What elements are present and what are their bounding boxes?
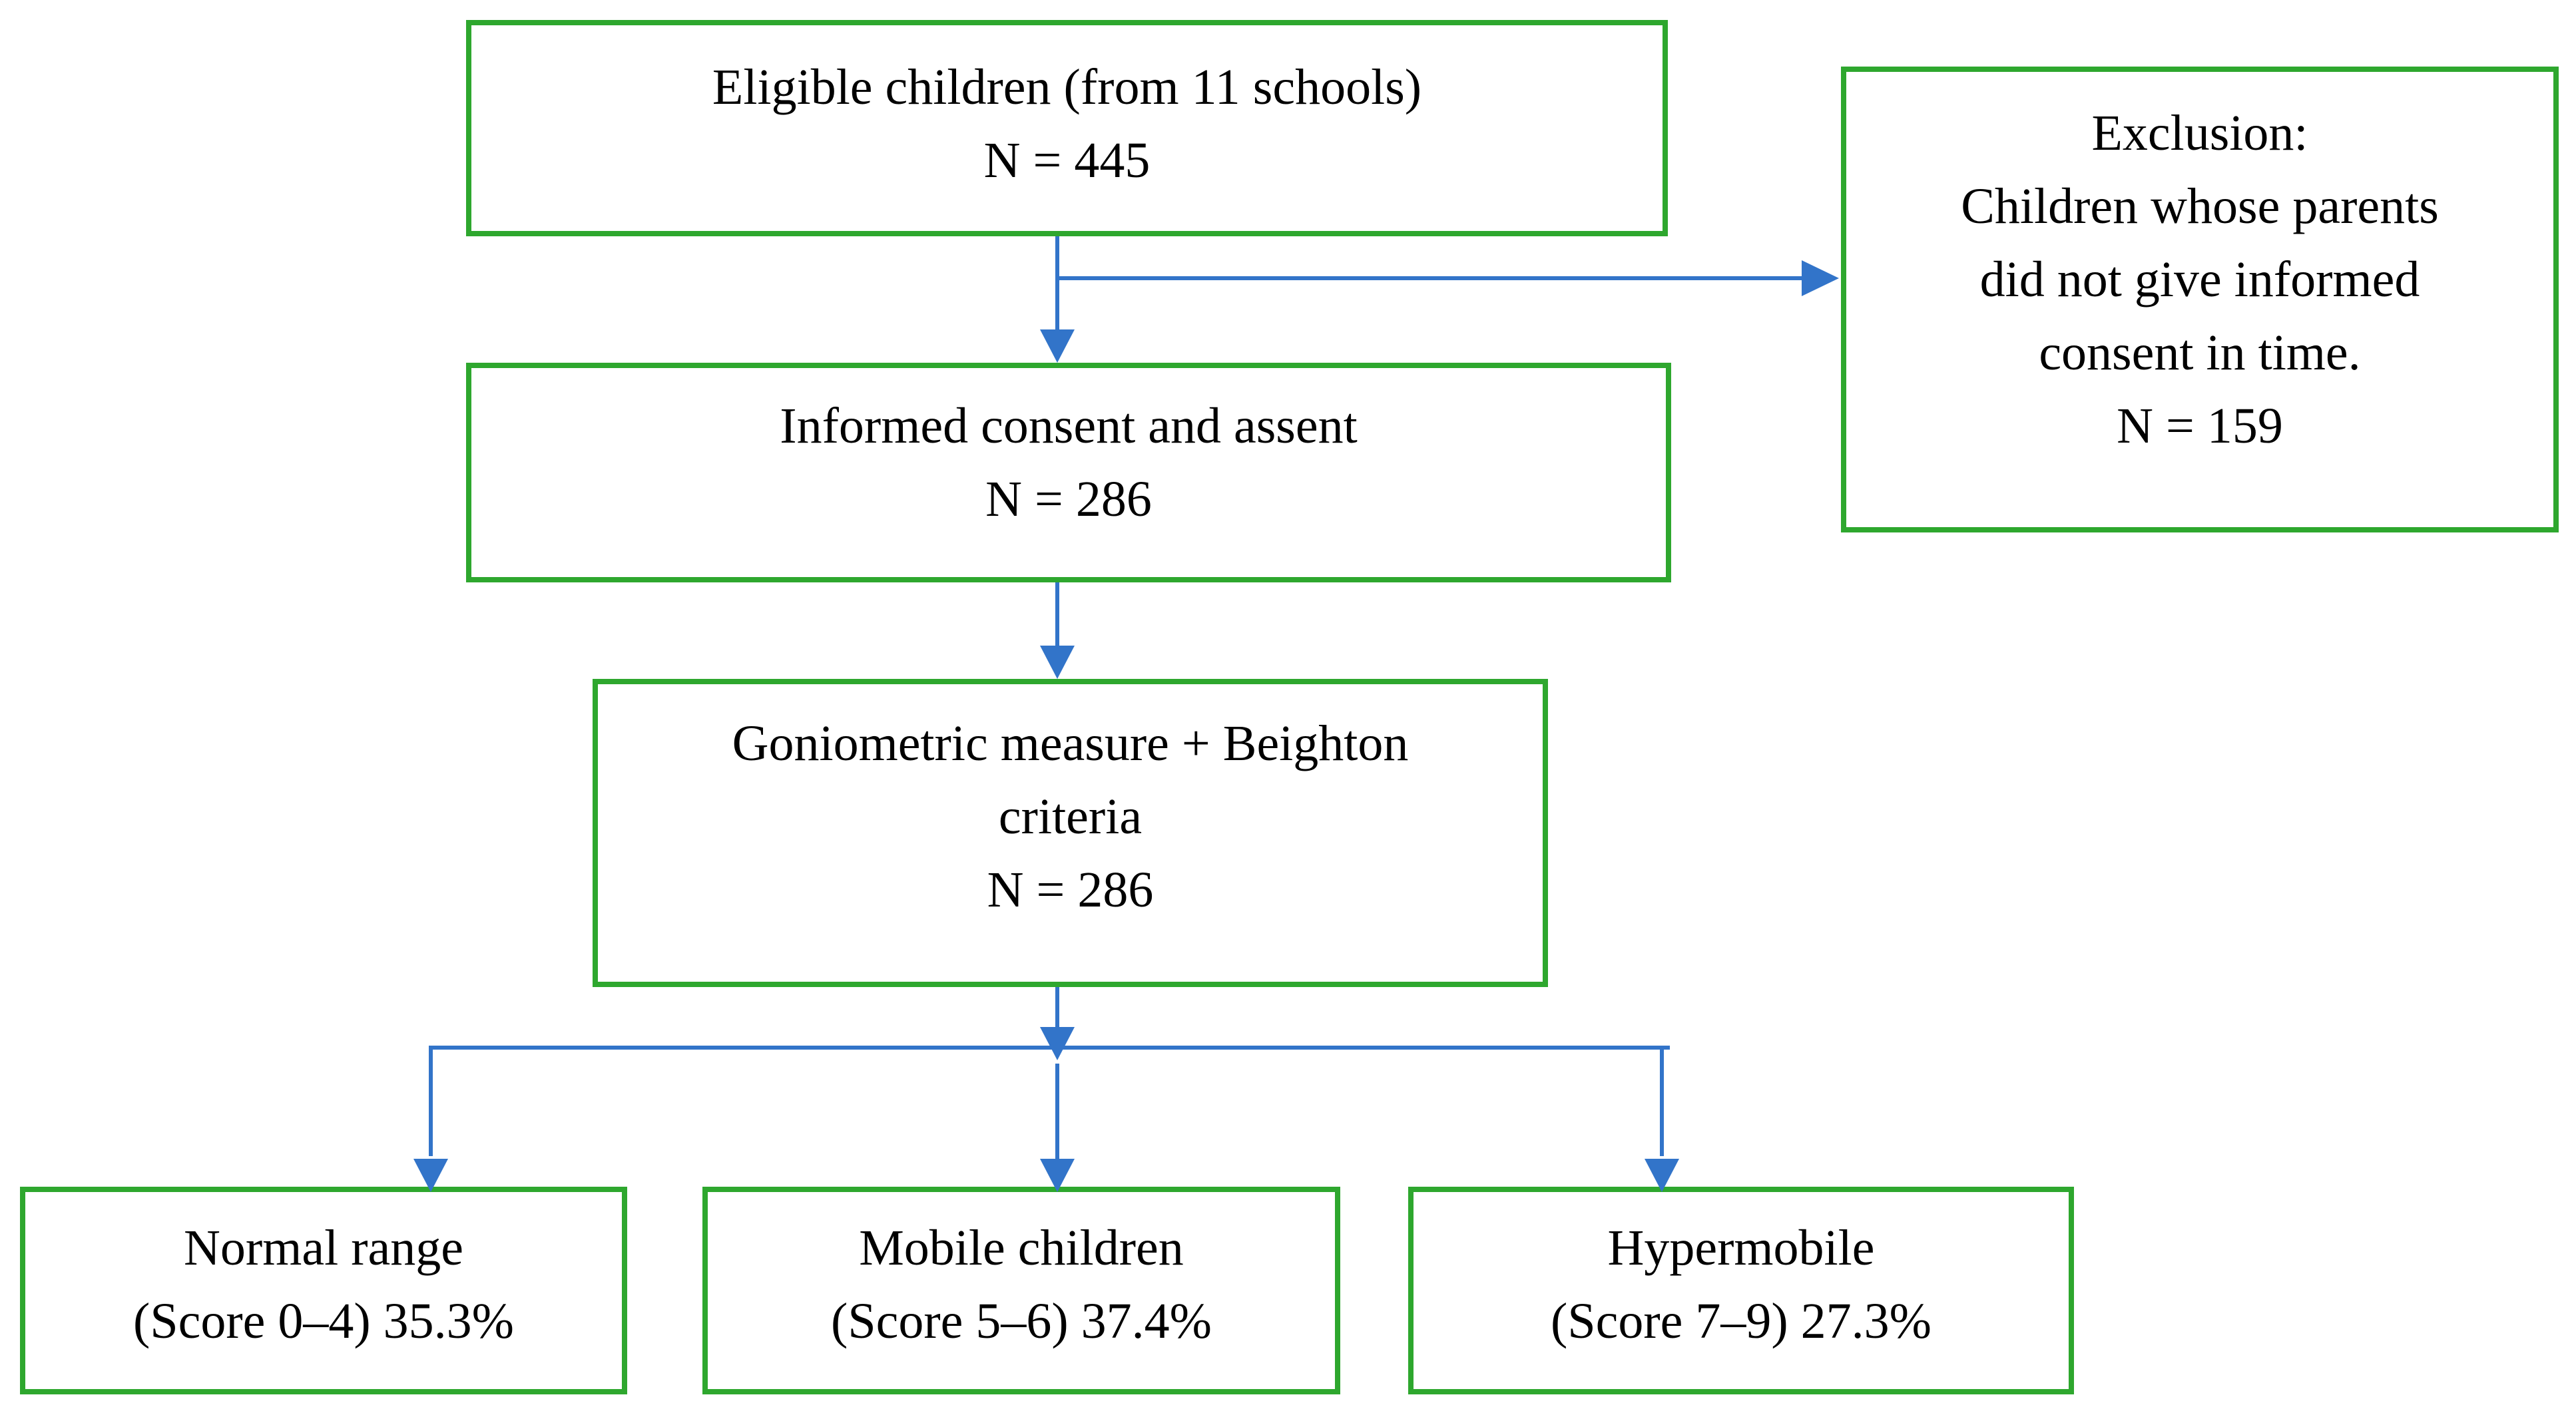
box-normal-line-1: Normal range: [184, 1220, 463, 1276]
connector-consent-to-goniometric: [1055, 582, 1059, 648]
box-consent-line-1: Informed consent and assent: [780, 398, 1358, 454]
box-mobile-line-2: (Score 5–6) 37.4%: [831, 1293, 1212, 1349]
connector-to-exclusion: [1055, 276, 1804, 280]
connector-eligible-to-consent: [1055, 236, 1059, 331]
arrowhead-into-goniometric: [1040, 646, 1075, 679]
box-exclusion-line-2: Children whose parents: [1961, 178, 2439, 234]
connector-branch-center: [1055, 1064, 1059, 1160]
box-hypermobile-line-1: Hypermobile: [1607, 1220, 1875, 1276]
box-mobile-line-1: Mobile children: [859, 1220, 1184, 1276]
arrowhead-into-normal: [413, 1159, 448, 1192]
arrowhead-into-hypermobile: [1645, 1159, 1679, 1192]
connector-branch-right: [1660, 1050, 1664, 1156]
box-hypermobile-line-2: (Score 7–9) 27.3%: [1551, 1293, 1932, 1349]
arrowhead-into-exclusion: [1802, 260, 1839, 296]
box-goniometric-line-2: criteria: [998, 788, 1143, 845]
box-mobile-children: Mobile children (Score 5–6) 37.4%: [702, 1187, 1340, 1394]
box-informed-consent: Informed consent and assent N = 286: [466, 363, 1671, 582]
box-exclusion-line-4: consent in time.: [2039, 325, 2361, 381]
arrowhead-into-mobile: [1040, 1159, 1075, 1192]
arrowhead-junction: [1040, 1027, 1075, 1060]
box-goniometric: Goniometric measure + Beighton criteria …: [593, 679, 1548, 987]
box-exclusion-count: N = 159: [2117, 398, 2283, 454]
box-consent-count: N = 286: [985, 471, 1152, 527]
arrowhead-into-consent: [1040, 329, 1075, 363]
box-eligible-count: N = 445: [983, 132, 1151, 188]
box-exclusion-title: Exclusion:: [2091, 105, 2308, 161]
box-exclusion: Exclusion: Children whose parents did no…: [1841, 67, 2559, 532]
connector-branch-left: [429, 1048, 433, 1156]
box-hypermobile: Hypermobile (Score 7–9) 27.3%: [1408, 1187, 2074, 1394]
box-eligible-line-1: Eligible children (from 11 schools): [712, 59, 1422, 115]
box-normal-line-2: (Score 0–4) 35.3%: [133, 1293, 514, 1349]
box-goniometric-line-1: Goniometric measure + Beighton: [732, 715, 1409, 771]
branch-line: [429, 1046, 1670, 1050]
box-normal-range: Normal range (Score 0–4) 35.3%: [20, 1187, 627, 1394]
box-exclusion-line-3: did not give informed: [1979, 252, 2420, 307]
connector-goniometric-down: [1055, 987, 1059, 1028]
box-eligible-children: Eligible children (from 11 schools) N = …: [466, 20, 1668, 236]
box-goniometric-count: N = 286: [987, 861, 1154, 918]
